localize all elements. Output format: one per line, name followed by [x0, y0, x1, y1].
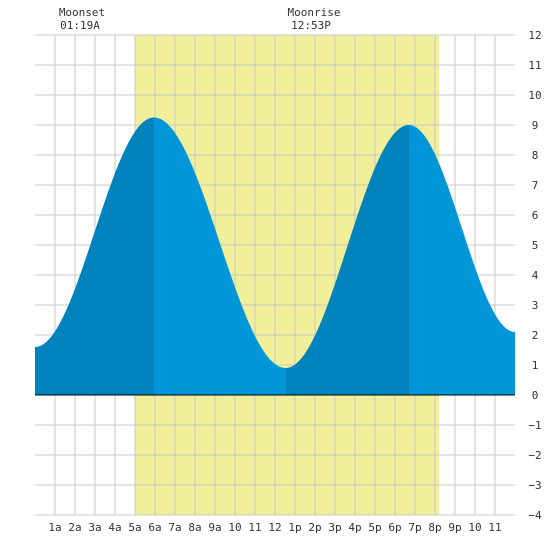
x-tick-label-10: 10 — [468, 521, 481, 534]
x-tick-label-3a: 3a — [88, 521, 101, 534]
y-tick-label--3: −3 — [528, 479, 541, 492]
x-tick-label-2p: 2p — [308, 521, 321, 534]
x-tick-label-1p: 1p — [288, 521, 301, 534]
y-tick-label-12: 12 — [528, 29, 541, 42]
x-tick-label-2a: 2a — [68, 521, 81, 534]
x-tick-label-9p: 9p — [448, 521, 461, 534]
y-tick-label-4: 4 — [532, 269, 539, 282]
x-tick-label-12: 12 — [268, 521, 281, 534]
x-tick-label-10: 10 — [228, 521, 241, 534]
x-tick-label-7a: 7a — [168, 521, 181, 534]
x-tick-label-4p: 4p — [348, 521, 361, 534]
x-tick-label-9a: 9a — [208, 521, 221, 534]
y-tick-label-0: 0 — [532, 389, 539, 402]
moonrise-title: Moonrise — [288, 6, 341, 19]
x-tick-label-6a: 6a — [148, 521, 161, 534]
moonrise-time: 12:53P — [291, 19, 331, 32]
y-tick-label-8: 8 — [532, 149, 539, 162]
x-tick-label-3p: 3p — [328, 521, 341, 534]
tide-area-band-2 — [154, 117, 286, 395]
y-tick-label-11: 11 — [528, 59, 541, 72]
x-tick-label-4a: 4a — [108, 521, 121, 534]
tide-area-band-4 — [409, 125, 515, 395]
moon-label-layer: Moonset 01:19A Moonrise 12:53P — [59, 6, 341, 32]
x-tick-label-7p: 7p — [408, 521, 421, 534]
y-tick-label--1: −1 — [528, 419, 541, 432]
y-tick-label-7: 7 — [532, 179, 539, 192]
y-tick-label-6: 6 — [532, 209, 539, 222]
x-tick-label-5a: 5a — [128, 521, 141, 534]
tide-area-band-3 — [285, 125, 409, 395]
y-tick-label-5: 5 — [532, 239, 539, 252]
moonset-time: 01:19A — [60, 19, 100, 32]
moonset-title: Moonset — [59, 6, 105, 19]
tide-area-band-1 — [35, 117, 154, 395]
x-tick-label-5p: 5p — [368, 521, 381, 534]
x-tick-label-11: 11 — [488, 521, 501, 534]
y-tick-label-3: 3 — [532, 299, 539, 312]
y-tick-label-10: 10 — [528, 89, 541, 102]
y-tick-label--4: −4 — [528, 509, 542, 522]
x-tick-label-6p: 6p — [388, 521, 401, 534]
y-tick-label-9: 9 — [532, 119, 539, 132]
y-tick-label--2: −2 — [528, 449, 541, 462]
x-tick-label-8a: 8a — [188, 521, 201, 534]
y-tick-label-1: 1 — [532, 359, 539, 372]
y-tick-label-2: 2 — [532, 329, 539, 342]
x-tick-label-8p: 8p — [428, 521, 441, 534]
x-tick-label-11: 11 — [248, 521, 261, 534]
x-tick-label-1a: 1a — [48, 521, 61, 534]
tide-area-layer — [35, 117, 515, 395]
